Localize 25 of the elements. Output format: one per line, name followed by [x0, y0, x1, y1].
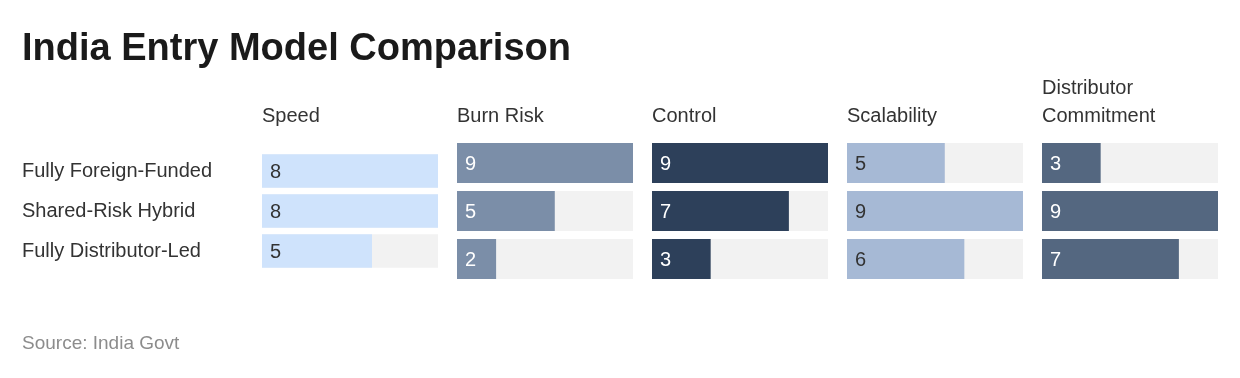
y-tick-label: Fully Distributor-Led	[22, 238, 201, 261]
chart-title: Control	[652, 103, 718, 128]
data-label: 5	[855, 151, 867, 174]
data-label: 6	[855, 247, 867, 270]
data-label: 8	[270, 199, 282, 222]
y-tick-label: Shared-Risk Hybrid	[22, 198, 196, 221]
data-label: 3	[1050, 151, 1062, 174]
data-label: 8	[270, 159, 282, 182]
data-label: 5	[270, 239, 282, 262]
y-tick-label: Fully Foreign-Funded	[22, 158, 213, 181]
data-label: 9	[660, 151, 672, 174]
data-label: 2	[465, 247, 477, 270]
data-label: 9	[1050, 199, 1062, 222]
chart-title: Distributor Commitment	[1042, 75, 1157, 128]
data-label: 5	[465, 199, 477, 222]
data-label: 9	[465, 151, 477, 174]
chart-title: Burn Risk	[457, 103, 545, 128]
data-label: 9	[855, 199, 867, 222]
chart-title: Speed	[262, 103, 321, 128]
data-label: 3	[660, 247, 672, 270]
text: India Entry Model Comparison	[22, 25, 572, 69]
chart-title: Scalability	[847, 103, 939, 128]
source-note: Source: India Govt	[22, 332, 180, 354]
data-label: 7	[1050, 247, 1062, 270]
data-label: 7	[660, 199, 672, 222]
